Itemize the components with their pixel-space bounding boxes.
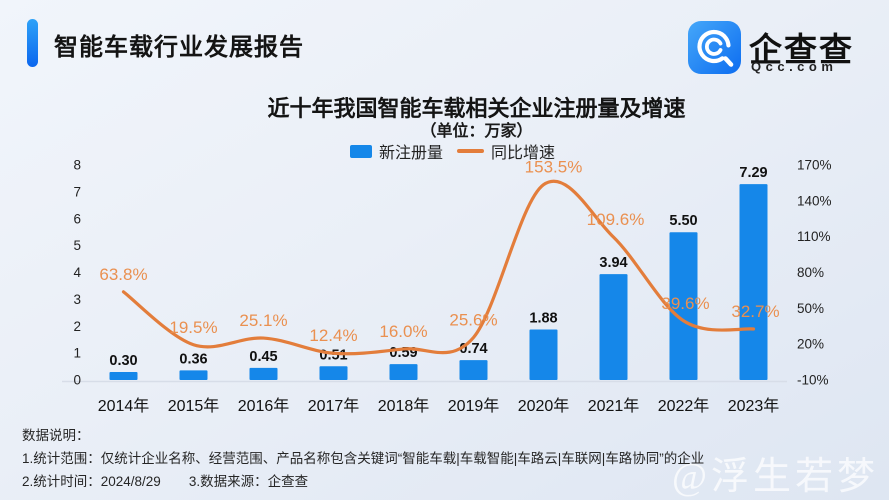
bar <box>389 364 418 380</box>
bar-value-label: 0.45 <box>249 349 277 365</box>
bar <box>529 329 558 380</box>
legend-bar-swatch-icon <box>349 144 372 158</box>
legend-bar-label: 新注册量 <box>378 145 443 162</box>
growth-label: 63.8% <box>99 265 147 284</box>
growth-label: 25.6% <box>449 310 497 329</box>
legend-item-bars: 新注册量 <box>349 139 443 163</box>
bar-value-label: 5.50 <box>669 213 697 229</box>
y-axis-tick-left: 6 <box>73 211 81 226</box>
bar-value-label: 0.51 <box>319 347 347 363</box>
y-axis-tick-right: 20% <box>797 337 824 352</box>
bar <box>179 370 208 380</box>
y-axis-tick-left: 5 <box>73 238 81 253</box>
data-notes-meta: 2.统计时间：2024/8/29 3.数据来源：企查查 <box>22 470 704 493</box>
growth-line <box>121 179 756 356</box>
growth-label: 12.4% <box>309 326 357 345</box>
report-title: 智能车载行业发展报告 <box>54 34 304 61</box>
bar <box>319 366 348 380</box>
x-axis-label: 2019年 <box>448 397 500 415</box>
bar <box>599 274 628 380</box>
y-axis-tick-right: 80% <box>797 265 824 280</box>
growth-label: 19.5% <box>169 318 217 337</box>
legend-line-label: 同比增速 <box>491 145 556 162</box>
qcc-logo: 企查查 Qcc.com <box>688 21 860 75</box>
bar-value-label: 3.94 <box>599 255 627 271</box>
y-axis-tick-left: 7 <box>73 184 81 199</box>
x-axis-label: 2014年 <box>98 397 150 415</box>
chart-legend: 新注册量 同比增速 <box>0 139 889 163</box>
qcc-logo-icon <box>688 21 741 74</box>
y-axis-tick-right: 50% <box>797 301 824 316</box>
y-axis-tick-left: 3 <box>73 292 81 307</box>
bar <box>249 367 278 380</box>
x-axis-label: 2017年 <box>308 397 360 415</box>
bar-value-label: 7.29 <box>739 165 767 181</box>
bar <box>669 232 698 380</box>
growth-label: 153.5% <box>525 158 583 177</box>
x-axis-label: 2023年 <box>728 397 780 415</box>
bar <box>109 371 138 380</box>
growth-label: 16.0% <box>379 322 427 341</box>
legend-line-swatch-icon <box>457 149 484 153</box>
qcc-logo-name: 企查查 <box>749 31 854 68</box>
growth-label: 32.7% <box>731 302 779 321</box>
y-axis-tick-right: -10% <box>797 373 829 388</box>
x-axis-label: 2021年 <box>588 397 640 415</box>
x-axis-label: 2015年 <box>168 397 220 415</box>
legend-item-line: 同比增速 <box>457 139 555 163</box>
bar <box>459 360 488 380</box>
bar-value-label: 0.30 <box>109 353 137 369</box>
y-axis-tick-left: 8 <box>73 158 81 173</box>
x-axis-label: 2020年 <box>518 397 570 415</box>
data-notes-scope: 1.统计范围：仅统计企业名称、经营范围、产品名称包含关键词“智能车载|车载智能|… <box>22 451 705 466</box>
y-axis-tick-left: 1 <box>73 346 81 361</box>
growth-label: 109.6% <box>587 210 645 229</box>
bar-value-label: 1.88 <box>529 310 557 326</box>
y-axis-tick-left: 2 <box>73 319 81 334</box>
x-axis-label: 2016年 <box>238 397 290 415</box>
y-axis-tick-right: 110% <box>797 229 831 244</box>
growth-label: 25.1% <box>239 311 287 330</box>
data-notes-source: 3.数据来源：企查查 <box>188 474 309 489</box>
qcc-logo-domain: Qcc.com <box>751 59 838 74</box>
bar-value-label: 0.74 <box>459 341 487 357</box>
y-axis-tick-right: 170% <box>797 158 832 173</box>
growth-label: 39.6% <box>661 294 709 313</box>
data-notes-heading: 数据说明： <box>22 428 90 443</box>
x-axis-label: 2022年 <box>658 397 710 415</box>
data-notes-time: 2.统计时间：2024/8/29 <box>22 474 161 489</box>
magnifier-at-glyph-icon <box>697 29 734 67</box>
chart-unit-subtitle: （单位：万家） <box>420 123 533 140</box>
y-axis-tick-right: 140% <box>797 193 832 208</box>
y-axis-tick-left: 4 <box>73 265 81 280</box>
bar-value-label: 0.36 <box>179 351 207 367</box>
x-axis-label: 2018年 <box>378 397 430 415</box>
chart-title: 近十年我国智能车载相关企业注册量及增速 <box>267 96 686 121</box>
data-notes: 数据说明： 1.统计范围：仅统计企业名称、经营范围、产品名称包含关键词“智能车载… <box>22 424 704 493</box>
y-axis-tick-left: 0 <box>73 373 81 388</box>
bar <box>739 184 768 380</box>
header-accent-bar <box>27 19 38 67</box>
